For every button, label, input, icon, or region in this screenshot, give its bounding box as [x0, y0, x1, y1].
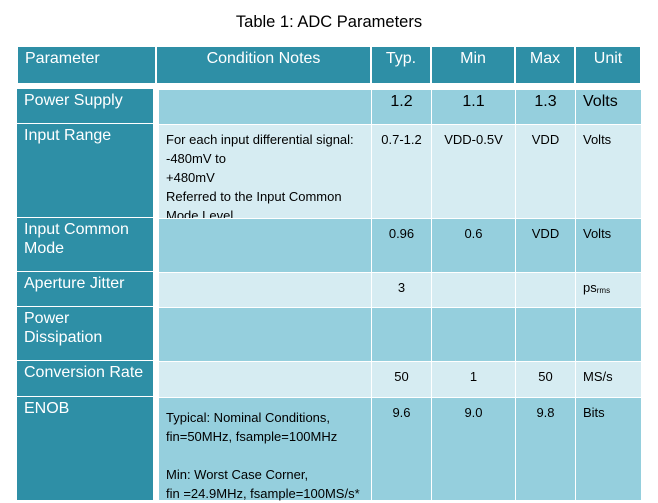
min-power-dissipation — [431, 307, 515, 361]
header-typ: Typ. — [371, 46, 431, 84]
header-parameter: Parameter — [17, 46, 156, 84]
table-title: Table 1: ADC Parameters — [235, 13, 423, 31]
typ-aperture-jitter: 3 — [371, 272, 431, 307]
param-power-dissipation: Power Dissipation — [17, 307, 153, 361]
note-spacer — [166, 446, 364, 465]
param-conversion-rate: Conversion Rate — [17, 361, 153, 397]
param-aperture-jitter: Aperture Jitter — [17, 272, 153, 307]
max-input-range: VDD — [515, 124, 575, 218]
param-enob: ENOB — [17, 397, 153, 500]
unit-input-common-mode: Volts — [575, 218, 641, 272]
notes-enob: Typical: Nominal Conditions, fin=50MHz, … — [158, 397, 371, 501]
unit-conversion-rate: MS/s — [575, 361, 641, 397]
note-line: Typical: Nominal Conditions, — [166, 410, 331, 425]
unit-power-supply: Volts — [575, 89, 641, 124]
max-aperture-jitter — [515, 272, 575, 307]
max-power-supply: 1.3 — [515, 89, 575, 124]
typ-input-common-mode: 0.96 — [371, 218, 431, 272]
param-input-range: Input Range — [17, 124, 153, 218]
max-power-dissipation — [515, 307, 575, 361]
max-enob: 9.8 — [515, 397, 575, 500]
unit-subscript: rms — [596, 286, 611, 295]
note-line: fin=50MHz, fsample=100MHz — [166, 429, 338, 444]
min-input-range: VDD-0.5V — [431, 124, 515, 218]
unit-aperture-jitter: psrms — [575, 272, 641, 307]
param-input-common-mode: Input Common Mode — [17, 218, 153, 272]
typ-power-dissipation — [371, 307, 431, 361]
typ-conversion-rate: 50 — [371, 361, 431, 397]
notes-input-range: For each input differential signal: -480… — [158, 124, 371, 223]
notes-power-supply — [158, 89, 371, 124]
max-conversion-rate: 50 — [515, 361, 575, 397]
param-power-supply: Power Supply — [17, 89, 153, 124]
note-line: +480mV — [166, 170, 215, 185]
min-power-supply: 1.1 — [431, 89, 515, 124]
typ-power-supply: 1.2 — [371, 89, 431, 124]
unit-input-range: Volts — [575, 124, 641, 218]
header-min: Min — [431, 46, 515, 84]
note-line: -480mV to — [166, 151, 226, 166]
unit-text: ps — [583, 280, 597, 295]
header-max: Max — [515, 46, 575, 84]
max-input-common-mode: VDD — [515, 218, 575, 272]
min-input-common-mode: 0.6 — [431, 218, 515, 272]
header-unit: Unit — [575, 46, 641, 84]
min-enob: 9.0 — [431, 397, 515, 500]
notes-aperture-jitter — [158, 272, 371, 307]
note-line: fin =24.9MHz, fsample=100MS/s* — [166, 486, 360, 501]
note-line: Min: Worst Case Corner, — [166, 467, 309, 482]
typ-input-range: 0.7-1.2 — [371, 124, 431, 218]
unit-enob: Bits — [575, 397, 641, 500]
note-line: Referred to the Input Common — [166, 189, 342, 204]
min-aperture-jitter — [431, 272, 515, 307]
header-condition-notes: Condition Notes — [156, 46, 371, 84]
notes-conversion-rate — [158, 361, 371, 397]
unit-power-dissipation — [575, 307, 641, 361]
min-conversion-rate: 1 — [431, 361, 515, 397]
note-line: For each input differential signal: — [166, 132, 354, 147]
notes-power-dissipation — [158, 307, 371, 361]
notes-input-common-mode — [158, 218, 371, 272]
typ-enob: 9.6 — [371, 397, 431, 500]
